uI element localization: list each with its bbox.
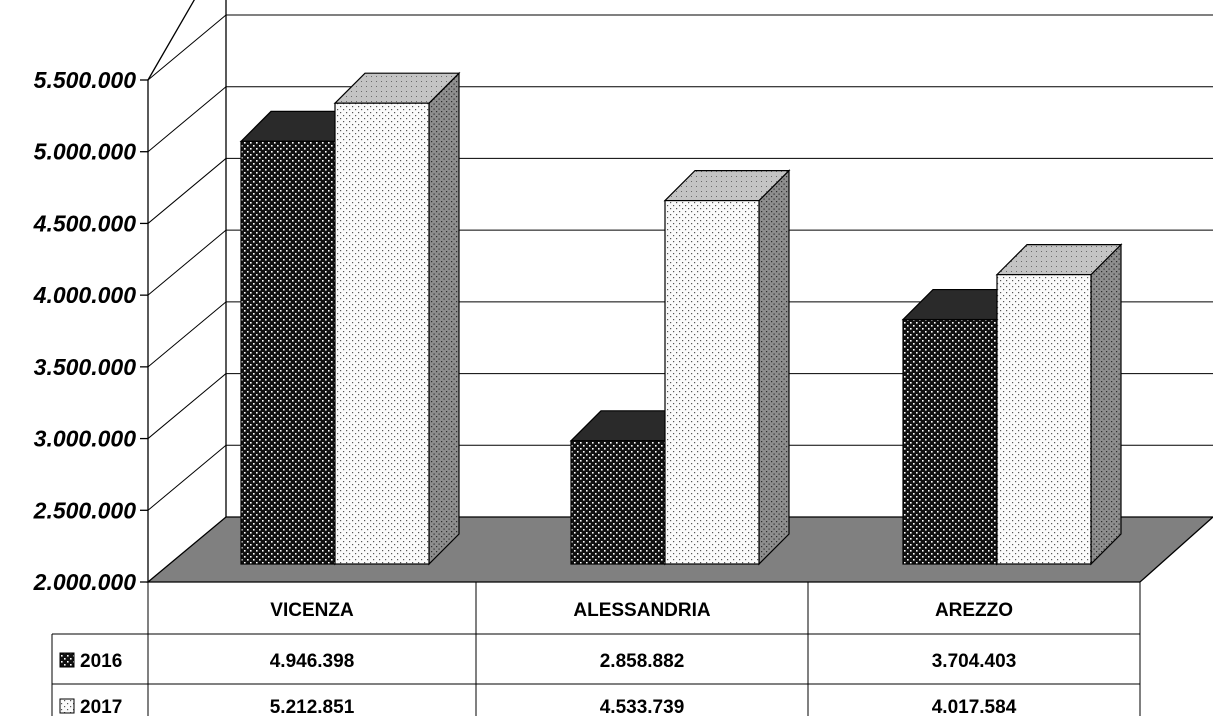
legend-label-2016: 2016 bbox=[80, 651, 122, 672]
ytick-label: 2.500.000 bbox=[33, 497, 137, 523]
gridline-side bbox=[147, 86, 227, 153]
legend-swatch-2017 bbox=[59, 698, 75, 714]
bar-side-face bbox=[428, 71, 460, 566]
bar-front-face bbox=[570, 440, 666, 565]
table-header-cell: AREZZO bbox=[935, 600, 1013, 621]
table-value-cell: 2.858.882 bbox=[600, 651, 685, 672]
ytick-label: 4.000.000 bbox=[33, 282, 137, 308]
ytick-label: 2.000.000 bbox=[33, 569, 137, 595]
bar-2017-alessandria bbox=[663, 169, 791, 566]
bar-front-face bbox=[996, 274, 1092, 565]
ytick-label: 4.500.000 bbox=[33, 210, 137, 236]
bar-front-face bbox=[902, 318, 998, 565]
bar-2017-arezzo bbox=[995, 243, 1123, 566]
gridline-side bbox=[147, 373, 227, 439]
table-header-cell: VICENZA bbox=[270, 600, 354, 621]
bar-side-face bbox=[1090, 243, 1122, 566]
gridline-side bbox=[147, 444, 227, 511]
bar-2016-vicenza bbox=[239, 109, 367, 566]
wall-top-edge bbox=[147, 0, 195, 81]
ytick-label: 5.000.000 bbox=[34, 139, 137, 165]
gridline-side bbox=[147, 158, 227, 224]
bar-front-face bbox=[240, 140, 336, 565]
table-value-cell: 4.533.739 bbox=[600, 697, 685, 716]
table-value-cell: 3.704.403 bbox=[932, 651, 1017, 672]
bar-front-face bbox=[334, 102, 430, 565]
ytick-label: 5.500.000 bbox=[34, 67, 137, 93]
legend-swatch-2016 bbox=[59, 652, 75, 668]
table-value-cell: 4.017.584 bbox=[932, 697, 1017, 716]
table-header-cell: ALESSANDRIA bbox=[573, 600, 711, 621]
ytick-label: 3.000.000 bbox=[34, 426, 137, 452]
legend-label-2017: 2017 bbox=[80, 697, 122, 716]
gridline-side bbox=[147, 301, 227, 368]
bar-side-face bbox=[758, 169, 790, 566]
ytick-label: 3.500.000 bbox=[34, 354, 137, 380]
gridline-side bbox=[147, 14, 227, 81]
bar-2017-vicenza bbox=[333, 71, 461, 566]
gridline-side bbox=[147, 229, 227, 296]
table-value-cell: 4.946.398 bbox=[270, 651, 355, 672]
table-value-cell: 5.212.851 bbox=[270, 697, 355, 716]
bar-front-face bbox=[664, 199, 760, 565]
